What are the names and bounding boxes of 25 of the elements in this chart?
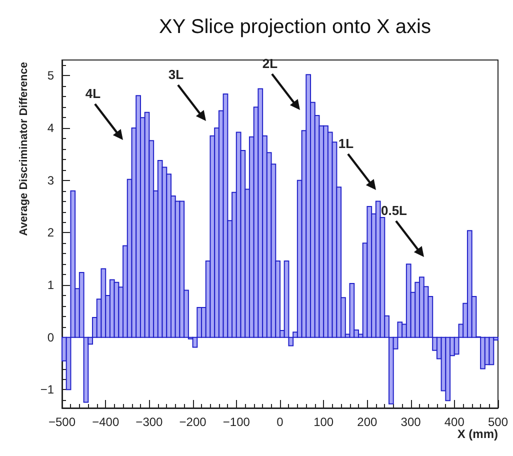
annotation: 3L bbox=[168, 67, 184, 82]
y-tick-label: 0 bbox=[47, 330, 54, 344]
x-tick-label: −400 bbox=[92, 415, 120, 429]
x-tick-label: 500 bbox=[488, 415, 508, 429]
y-tick-label: 4 bbox=[47, 121, 54, 136]
x-tick-label: 300 bbox=[400, 415, 422, 429]
x-axis-title: X (mm) bbox=[457, 427, 498, 441]
y-tick-label: −1 bbox=[40, 382, 54, 397]
y-tick-label: 5 bbox=[47, 68, 54, 83]
y-tick-label: 2 bbox=[47, 226, 54, 240]
y-tick-label: 3 bbox=[47, 173, 54, 188]
x-tick-label: 100 bbox=[314, 415, 334, 429]
x-tick-label: 200 bbox=[357, 415, 378, 429]
x-tick-label: −200 bbox=[179, 415, 207, 429]
x-tick-label: −300 bbox=[136, 415, 164, 429]
annotation: 0.5L bbox=[380, 203, 408, 218]
y-axis-title: Average Discriminator Difference bbox=[18, 62, 30, 236]
annotation: 4L bbox=[85, 86, 101, 101]
x-tick-label: −500 bbox=[48, 415, 76, 429]
y-tick-label: 1 bbox=[47, 278, 54, 292]
chart-title: XY Slice projection onto X axis bbox=[158, 16, 432, 38]
annotation: 1L bbox=[338, 136, 354, 151]
x-tick-label: 0 bbox=[276, 415, 284, 429]
x-tick-label: 400 bbox=[444, 415, 465, 429]
x-tick-label: −100 bbox=[222, 415, 250, 429]
